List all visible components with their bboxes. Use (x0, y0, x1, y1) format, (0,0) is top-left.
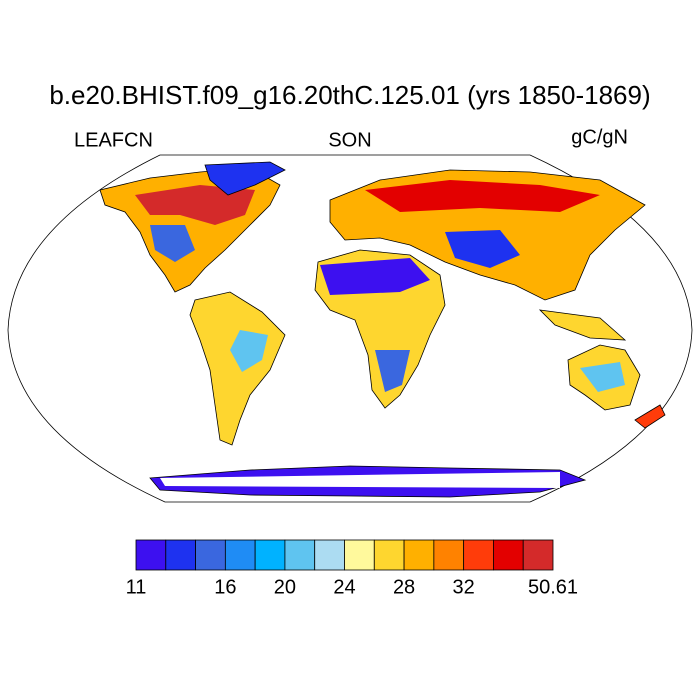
new-zealand (634, 404, 666, 429)
center-label: SON (328, 129, 371, 151)
antarctica-interior (160, 472, 560, 488)
region (375, 350, 410, 392)
region (150, 225, 195, 262)
colorbar-label: 28 (393, 576, 415, 598)
colorbar-box (314, 539, 345, 571)
south-america (189, 291, 286, 446)
colorbar-box (254, 539, 286, 571)
colorbar-box (344, 539, 375, 571)
region (365, 180, 600, 212)
colorbar: 11 16 20 24 28 32 50.61 (126, 539, 578, 598)
region (320, 258, 430, 295)
right-label: gC/gN (571, 126, 628, 148)
colorbar-label: 16 (214, 576, 236, 598)
colorbar-label: 24 (333, 576, 355, 598)
map (7, 154, 693, 503)
colorbar-label: 11 (126, 576, 147, 598)
colorbar-box (373, 539, 405, 571)
colorbar-box (403, 539, 435, 571)
region (135, 185, 255, 225)
region (445, 230, 520, 268)
colorbar-box (165, 539, 196, 571)
colorbar-box (284, 539, 316, 571)
colorbar-label: 50.61 (528, 576, 578, 598)
greenland (204, 161, 286, 196)
islands (538, 309, 627, 341)
region (230, 330, 268, 372)
colorbar-box (135, 539, 167, 571)
colorbar-box (433, 539, 465, 571)
colorbar-box (195, 539, 226, 571)
colorbar-box (463, 539, 494, 571)
region (580, 362, 625, 392)
left-label: LEAFCN (74, 129, 153, 151)
colorbar-box (522, 539, 554, 571)
colorbar-label: 32 (453, 576, 475, 598)
colorbar-box (224, 539, 256, 571)
colorbar-box (493, 539, 524, 571)
colorbar-label: 20 (274, 576, 296, 598)
title: b.e20.BHIST.f09_g16.20thC.125.01 (yrs 18… (49, 80, 650, 110)
